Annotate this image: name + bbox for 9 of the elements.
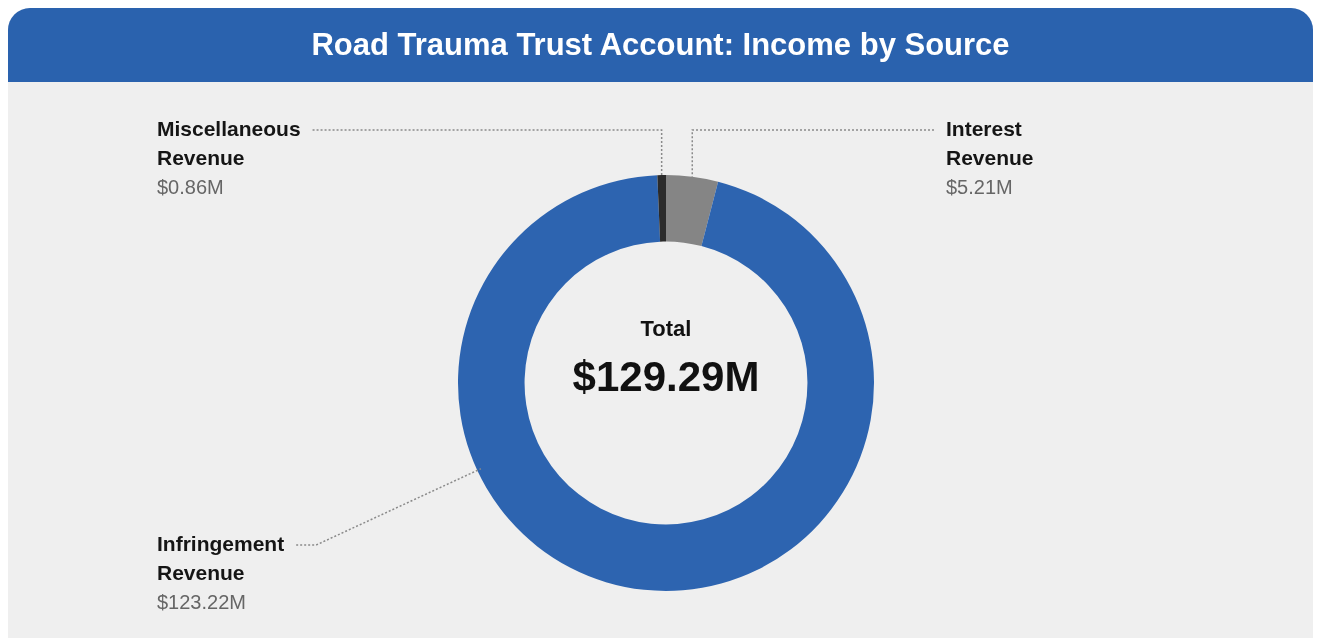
slice-label: Interest Revenue [946, 116, 1034, 169]
data-label: $123.22M [157, 590, 246, 613]
slice-label: Infringement Revenue [157, 531, 285, 584]
data-label: $0.86M [157, 175, 224, 198]
chart-title: Road Trauma Trust Account: Income by Source [8, 8, 1313, 82]
slice-label: Miscellaneous Revenue [157, 116, 301, 169]
text: Total [640, 316, 692, 342]
data-label: $5.21M [946, 175, 1013, 198]
text: $129.29M [572, 352, 760, 400]
